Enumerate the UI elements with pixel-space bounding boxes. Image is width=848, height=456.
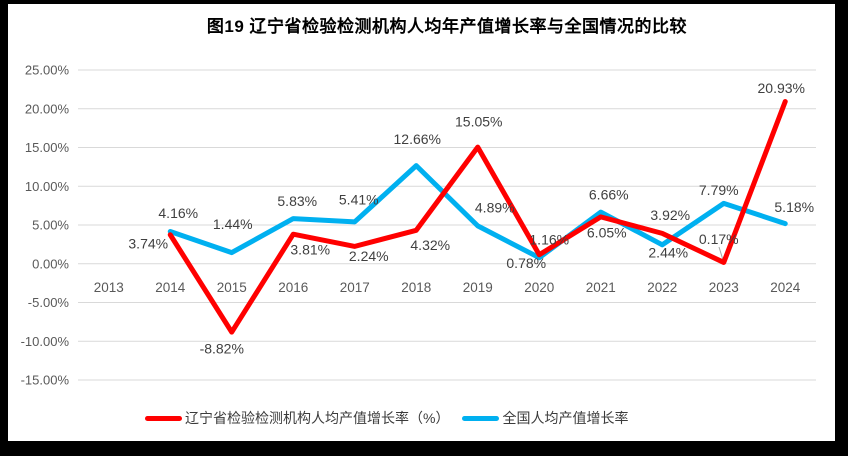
x-tick-label: 2023: [709, 280, 739, 295]
data-label: 4.89%: [475, 199, 515, 215]
legend-label-liaoning: 辽宁省检验检测机构人均产值增长率（%）: [185, 410, 450, 426]
frame-border-bottom: [0, 441, 848, 456]
legend-swatch-national: [462, 415, 500, 421]
frame-border-left: [0, 0, 8, 456]
data-label: 2.44%: [648, 244, 688, 260]
y-tick-label: -15.00%: [21, 373, 70, 388]
y-tick-label: 15.00%: [25, 140, 70, 155]
data-label: 4.32%: [410, 237, 450, 253]
y-tick-label: 0.00%: [32, 256, 69, 271]
data-label: 5.41%: [339, 191, 379, 207]
data-label: 3.81%: [290, 242, 330, 258]
data-label: 12.66%: [394, 131, 441, 147]
x-tick-label: 2019: [463, 280, 493, 295]
frame-border-top: [0, 0, 848, 4]
x-tick-label: 2016: [278, 280, 308, 295]
label-leader-line: [718, 246, 724, 261]
x-tick-label: 2024: [770, 280, 801, 295]
data-label: -8.82%: [200, 341, 244, 357]
data-label: 0.78%: [506, 255, 546, 271]
series-line-liaoning: [167, 99, 788, 335]
data-label: 5.83%: [277, 193, 317, 209]
x-tick-label: 2014: [155, 280, 186, 295]
data-label: 3.92%: [650, 207, 690, 223]
x-tick-label: 2020: [524, 280, 554, 295]
x-tick-label: 2021: [586, 280, 616, 295]
data-label: 6.05%: [587, 224, 627, 240]
data-label: 15.05%: [455, 114, 502, 130]
data-label: 5.18%: [774, 199, 814, 215]
y-tick-label: -5.00%: [28, 295, 70, 310]
x-tick-label: 2017: [340, 280, 370, 295]
data-label: 1.16%: [529, 231, 569, 247]
legend-label-national: 全国人均产值增长率: [502, 410, 629, 426]
data-label: 6.66%: [589, 187, 629, 203]
data-label: 20.93%: [758, 80, 805, 96]
y-tick-label: 5.00%: [32, 218, 69, 233]
series-line-national: [167, 163, 788, 261]
x-tick-label: 2013: [94, 280, 124, 295]
data-label: 3.74%: [128, 235, 168, 251]
x-tick-label: 2022: [647, 280, 677, 295]
y-tick-label: 25.00%: [25, 63, 70, 78]
frame-border-right: [835, 0, 848, 456]
legend: 辽宁省检验检测机构人均产值增长率（%） 全国人均产值增长率: [145, 408, 628, 428]
x-tick-label: 2015: [217, 280, 247, 295]
x-tick-label: 2018: [401, 280, 431, 295]
data-label: 4.16%: [158, 205, 198, 221]
data-label: 1.44%: [213, 216, 253, 232]
y-tick-label: 20.00%: [25, 101, 70, 116]
y-tick-label: -10.00%: [21, 334, 70, 349]
data-label: 2.24%: [349, 248, 389, 264]
y-tick-label: 10.00%: [25, 179, 70, 194]
legend-swatch-liaoning: [145, 415, 182, 421]
data-label: 0.17%: [699, 231, 739, 247]
data-label: 7.79%: [699, 182, 739, 198]
chart-title: 图19 辽宁省检验检测机构人均年产值增长率与全国情况的比较: [206, 17, 688, 36]
